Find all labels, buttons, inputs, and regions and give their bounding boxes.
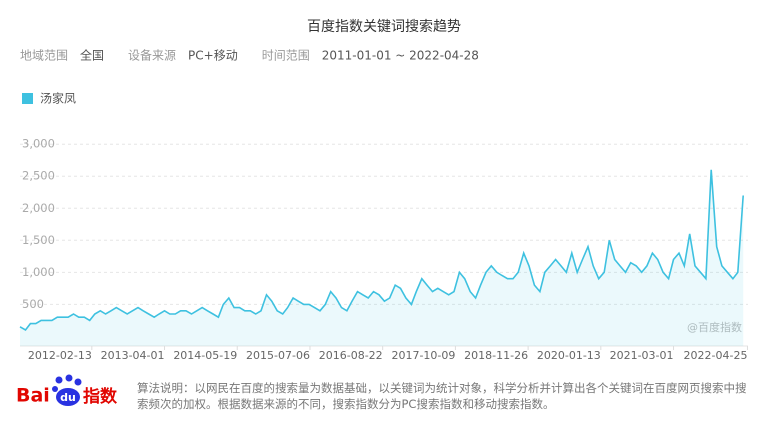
logo: Bai du 指数 bbox=[16, 374, 118, 407]
filter-label: 时间范围 bbox=[262, 49, 310, 63]
logo-index: 指数 bbox=[83, 386, 118, 407]
paw bbox=[52, 386, 58, 392]
legend-swatch bbox=[22, 93, 33, 104]
x-tick-label: 2017-10-09 bbox=[391, 349, 455, 362]
paw bbox=[56, 388, 80, 406]
filter-value: 2011-01-01 ~ 2022-04-28 bbox=[322, 49, 479, 63]
series-line bbox=[19, 169, 744, 332]
x-tick-label: 2015-07-06 bbox=[246, 349, 310, 362]
y-tick-label: 1,500 bbox=[22, 233, 55, 247]
filter-value: 全国 bbox=[80, 48, 104, 63]
logo-bai: Bai bbox=[16, 385, 50, 407]
y-tick-label: 3,000 bbox=[22, 137, 55, 151]
y-tick-label: 1,000 bbox=[22, 265, 55, 279]
filter-label: 地域范围 bbox=[20, 49, 68, 63]
x-tick-label: 2012-02-13 bbox=[28, 349, 92, 362]
x-tick-label: 2020-01-13 bbox=[537, 349, 601, 362]
chart-title: 百度指数关键词搜索趋势 bbox=[307, 18, 461, 35]
paw bbox=[65, 374, 73, 382]
x-tick-label: 2014-05-19 bbox=[173, 349, 237, 362]
y-tick-label: 2,500 bbox=[22, 169, 55, 183]
logo-du: du bbox=[60, 391, 76, 404]
watermark: @百度指数 bbox=[687, 320, 742, 334]
x-tick-label: 2022-04-25 bbox=[684, 349, 748, 362]
algorithm-note: 算法说明：以网民在百度的搜索量为数据基础，以关键词为统计对象，科学分析并计算出各… bbox=[137, 381, 747, 411]
paw bbox=[55, 376, 63, 384]
x-tick-label: 2013-04-01 bbox=[101, 349, 165, 362]
filter-value: PC+移动 bbox=[188, 49, 238, 63]
area-fill bbox=[20, 169, 744, 346]
filter-label: 设备来源 bbox=[128, 49, 176, 63]
y-tick-label: 2,000 bbox=[22, 201, 55, 215]
x-tick-label: 2016-08-22 bbox=[319, 349, 383, 362]
y-tick-label: 500 bbox=[22, 297, 44, 311]
x-tick-label: 2018-11-26 bbox=[464, 349, 528, 362]
paw bbox=[74, 378, 82, 386]
legend-label: 汤家凤 bbox=[40, 91, 76, 106]
x-tick-label: 2021-03-01 bbox=[610, 349, 674, 362]
